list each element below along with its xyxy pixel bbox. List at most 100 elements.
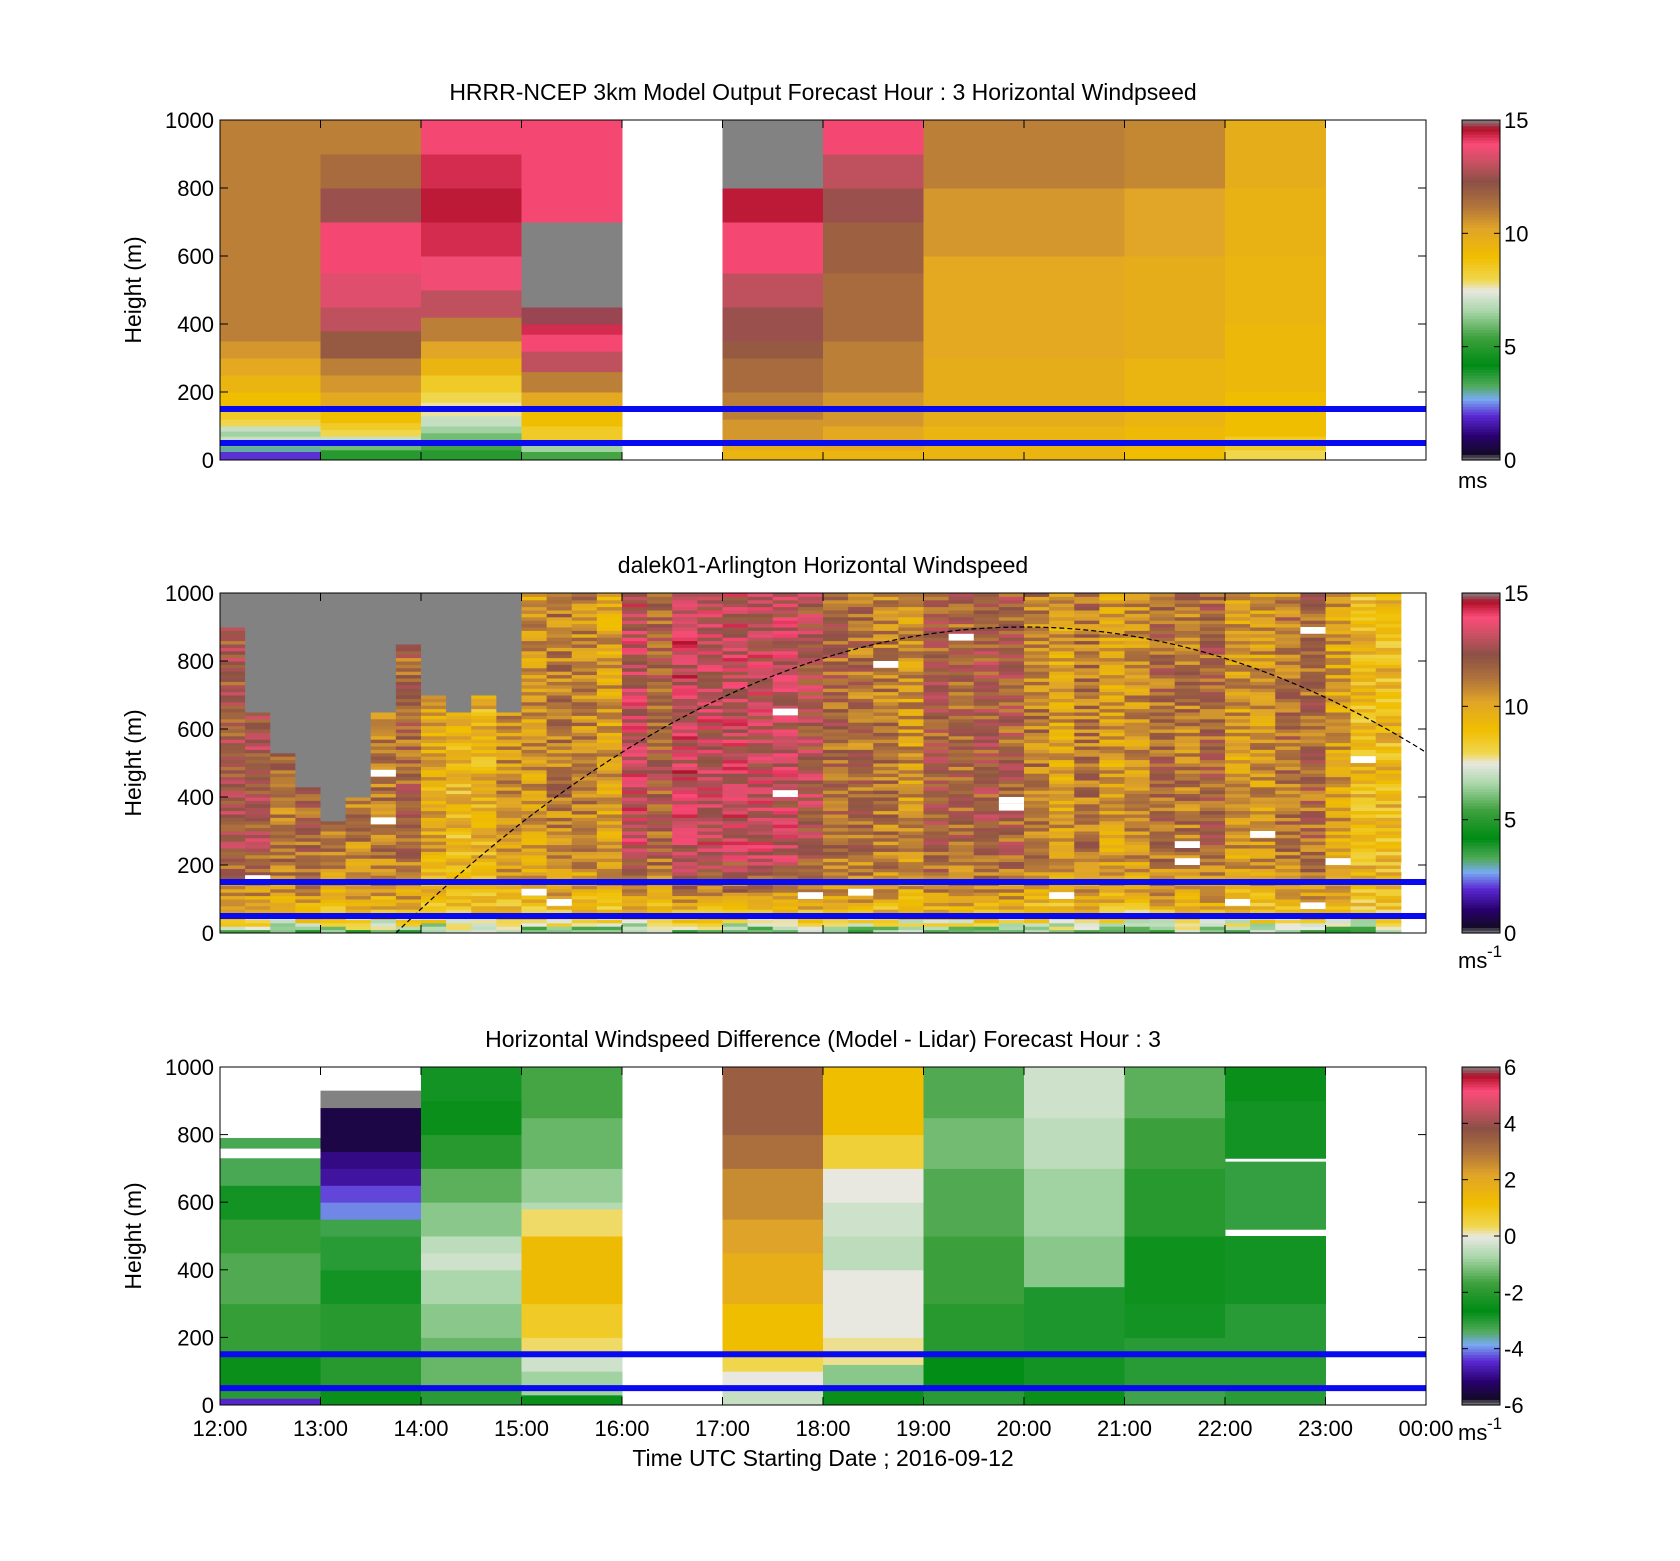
heatmap-cell <box>546 831 573 835</box>
heatmap-cell <box>797 861 824 866</box>
heatmap-cell <box>446 715 472 720</box>
heatmap-cell <box>245 661 271 665</box>
heatmap-cell <box>521 742 548 747</box>
heatmap-cell <box>948 705 975 710</box>
heatmap-cell <box>898 650 924 655</box>
heatmap-cell <box>1124 715 1151 720</box>
heatmap-cell <box>973 780 1000 784</box>
heatmap-cell <box>747 783 774 788</box>
heatmap-cell <box>1024 909 1050 914</box>
heatmap-cell <box>923 746 950 750</box>
heatmap-cell <box>1074 715 1100 720</box>
heatmap-cell <box>898 861 924 866</box>
heatmap-cell <box>395 763 422 767</box>
heatmap-cell <box>596 708 623 713</box>
heatmap-cell <box>496 725 522 730</box>
heatmap-cell <box>973 647 1000 652</box>
heatmap-cell <box>1149 895 1176 900</box>
heatmap-cell <box>1099 681 1125 686</box>
heatmap-cell <box>923 657 950 662</box>
heatmap-cell <box>647 902 673 907</box>
heatmap-cell <box>797 603 824 608</box>
heatmap-cell <box>1325 735 1352 740</box>
heatmap-cell <box>1074 759 1100 764</box>
heatmap-cell <box>1124 749 1151 754</box>
heatmap-cell <box>571 735 598 740</box>
heatmap-cell <box>1149 722 1176 727</box>
heatmap-cell <box>697 848 723 852</box>
heatmap-cell <box>1275 752 1301 757</box>
heatmap-cell <box>1275 603 1301 608</box>
heatmap-cell <box>220 695 246 699</box>
heatmap-cell <box>898 854 924 859</box>
colorbar-swatch <box>1462 358 1500 362</box>
heatmap-cell <box>797 868 824 873</box>
heatmap-cell <box>395 793 422 798</box>
heatmap-cell <box>295 783 321 788</box>
heatmap-cell <box>797 790 824 795</box>
heatmap-cell <box>320 895 347 900</box>
heatmap-cell <box>647 678 673 682</box>
heatmap-cell <box>647 667 673 672</box>
heatmap-cell <box>823 599 849 604</box>
heatmap-cell <box>220 688 246 693</box>
heatmap-cell <box>973 875 1000 880</box>
heatmap-cell <box>647 681 673 686</box>
heatmap-cell <box>998 671 1025 676</box>
heatmap-cell <box>220 610 246 614</box>
heatmap-cell <box>1250 752 1276 757</box>
heatmap-cell <box>1174 834 1201 839</box>
heatmap-cell <box>345 834 372 839</box>
heatmap-cell <box>998 725 1025 730</box>
heatmap-cell <box>1275 705 1301 710</box>
heatmap-cell <box>496 844 522 849</box>
heatmap-cell <box>823 341 924 393</box>
heatmap-cell <box>220 905 246 910</box>
heatmap-cell <box>1350 732 1377 737</box>
heatmap-cell <box>446 688 472 693</box>
heatmap-cell <box>446 637 472 642</box>
heatmap-cell <box>395 701 422 706</box>
heatmap-cell <box>647 623 673 628</box>
heatmap-cell <box>772 691 799 696</box>
heatmap-cell <box>446 820 472 825</box>
heatmap-cell <box>421 661 447 665</box>
heatmap-cell <box>571 661 598 665</box>
heatmap-cell <box>370 905 397 910</box>
heatmap-cell <box>571 606 598 611</box>
heatmap-cell <box>596 742 623 747</box>
heatmap-cell <box>1074 684 1100 689</box>
heatmap-cell <box>772 596 799 601</box>
heatmap-cell <box>1250 871 1276 876</box>
heatmap-cell <box>622 633 648 638</box>
heatmap-cell <box>672 868 698 873</box>
heatmap-cell <box>823 817 849 822</box>
heatmap-cell <box>220 858 246 863</box>
heatmap-cell <box>697 895 723 900</box>
heatmap-cell <box>1225 831 1251 835</box>
heatmap-cell <box>1300 752 1326 757</box>
heatmap-cell <box>1300 875 1326 880</box>
heatmap-cell <box>471 684 497 689</box>
heatmap-cell <box>546 657 573 662</box>
heatmap-cell <box>395 885 422 890</box>
heatmap-cell <box>898 661 924 665</box>
heatmap-cell <box>571 841 598 846</box>
heatmap-cell <box>797 640 824 645</box>
heatmap-cell <box>471 769 497 774</box>
heatmap-cell <box>697 729 723 733</box>
heatmap-cell <box>1350 688 1377 693</box>
heatmap-cell <box>1099 790 1125 795</box>
heatmap-cell <box>1099 922 1125 927</box>
heatmap-cell <box>1225 640 1251 645</box>
heatmap-cell <box>245 834 271 839</box>
heatmap-cell <box>1099 902 1125 907</box>
heatmap-cell <box>1024 858 1050 863</box>
heatmap-cell <box>772 729 799 733</box>
heatmap-cell <box>1174 783 1201 788</box>
heatmap-cell <box>1124 895 1151 900</box>
heatmap-cell <box>571 851 598 856</box>
heatmap-cell <box>747 807 774 812</box>
heatmap-cell <box>370 837 397 842</box>
heatmap-cell <box>395 688 422 693</box>
